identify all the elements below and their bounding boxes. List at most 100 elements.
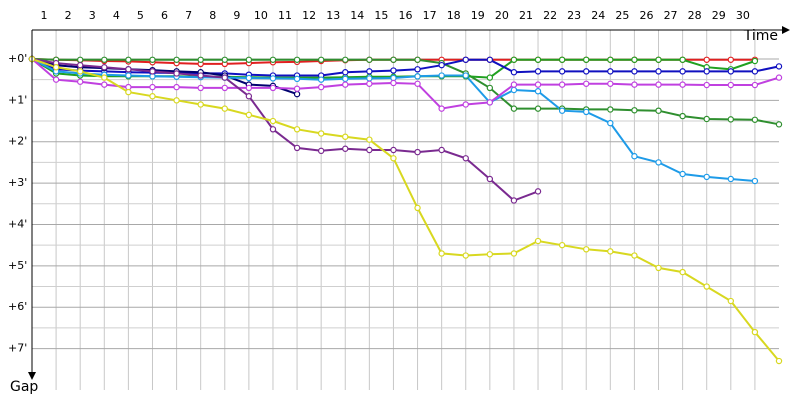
data-point xyxy=(510,69,518,76)
x-tick-label: 18 xyxy=(447,9,461,22)
data-point xyxy=(751,68,759,75)
data-point xyxy=(727,116,735,123)
x-tick-label: 8 xyxy=(209,9,216,22)
data-point xyxy=(534,188,542,195)
data-point xyxy=(76,78,84,85)
data-point xyxy=(486,99,494,106)
x-tick-label: 14 xyxy=(350,9,364,22)
data-point xyxy=(775,63,783,70)
data-point xyxy=(269,117,277,125)
data-point xyxy=(655,159,662,166)
data-point xyxy=(631,68,638,75)
data-point xyxy=(245,84,253,92)
data-point xyxy=(197,56,204,63)
data-point xyxy=(101,56,108,63)
x-tick-label: 27 xyxy=(664,9,678,22)
data-point xyxy=(510,197,518,204)
data-point xyxy=(655,264,662,272)
data-point xyxy=(534,237,542,245)
data-point xyxy=(558,107,566,114)
data-point xyxy=(583,68,590,75)
data-point xyxy=(366,136,373,143)
data-point xyxy=(438,250,445,257)
data-point xyxy=(727,175,735,183)
data-point xyxy=(173,97,180,104)
data-point xyxy=(703,115,710,123)
data-point xyxy=(76,56,84,63)
x-tick-label: 21 xyxy=(519,9,533,22)
data-point xyxy=(775,357,783,365)
x-tick-label: 11 xyxy=(278,9,292,22)
x-tick-label: 1 xyxy=(41,9,48,22)
data-point xyxy=(583,80,590,87)
data-point xyxy=(317,147,325,155)
data-point xyxy=(607,119,614,127)
data-point xyxy=(342,75,349,83)
data-point xyxy=(655,81,662,88)
data-point xyxy=(342,56,349,63)
series-line xyxy=(31,58,298,96)
data-point xyxy=(221,105,228,112)
data-point xyxy=(342,81,349,88)
data-point xyxy=(462,252,469,259)
data-point xyxy=(414,80,421,87)
data-point xyxy=(510,250,518,257)
x-tick-label: 15 xyxy=(374,9,388,22)
x-tick-label: 30 xyxy=(736,9,750,22)
x-tick-label: 5 xyxy=(137,9,144,22)
data-point xyxy=(366,68,373,75)
y-tick-label: +2' xyxy=(8,135,27,148)
data-point xyxy=(751,177,759,185)
data-point xyxy=(149,93,156,100)
data-point xyxy=(390,67,397,74)
data-point xyxy=(703,173,710,181)
series-line xyxy=(31,58,780,110)
data-point xyxy=(101,64,108,71)
data-point xyxy=(366,80,373,87)
data-point xyxy=(751,116,759,123)
data-point xyxy=(149,68,156,75)
data-point xyxy=(342,145,349,152)
data-point xyxy=(462,56,469,63)
data-point xyxy=(438,105,445,112)
data-point xyxy=(655,68,662,75)
data-point xyxy=(679,170,686,178)
data-point xyxy=(173,56,180,63)
data-point xyxy=(534,105,542,112)
data-point xyxy=(245,93,253,100)
data-point xyxy=(245,74,253,82)
data-point xyxy=(558,68,566,75)
x-tick-label: 29 xyxy=(712,9,726,22)
data-point xyxy=(655,56,662,63)
data-point xyxy=(486,84,494,92)
y-tick-label: +4' xyxy=(8,217,27,230)
x-axis-title: Time xyxy=(743,28,778,44)
data-point xyxy=(125,56,132,63)
data-point xyxy=(221,84,228,92)
x-tick-label: 7 xyxy=(185,9,192,22)
data-point xyxy=(414,56,421,63)
data-point xyxy=(631,81,638,88)
data-point xyxy=(125,88,132,96)
y-axis-title: Gap xyxy=(10,379,38,395)
data-point xyxy=(390,79,397,87)
data-point xyxy=(775,74,783,81)
data-point xyxy=(703,56,710,63)
data-point xyxy=(173,70,180,77)
x-tick-label: 2 xyxy=(65,9,72,22)
data-point xyxy=(486,56,494,63)
series-line xyxy=(31,58,780,126)
data-point xyxy=(486,175,494,183)
data-point xyxy=(293,126,301,133)
data-point xyxy=(293,144,301,152)
data-point xyxy=(438,61,445,69)
data-point xyxy=(510,105,518,112)
data-point xyxy=(703,68,710,75)
data-point xyxy=(558,81,566,88)
data-point xyxy=(390,155,397,162)
x-tick-label: 16 xyxy=(399,9,413,22)
data-point xyxy=(607,80,614,87)
data-point xyxy=(269,75,277,82)
